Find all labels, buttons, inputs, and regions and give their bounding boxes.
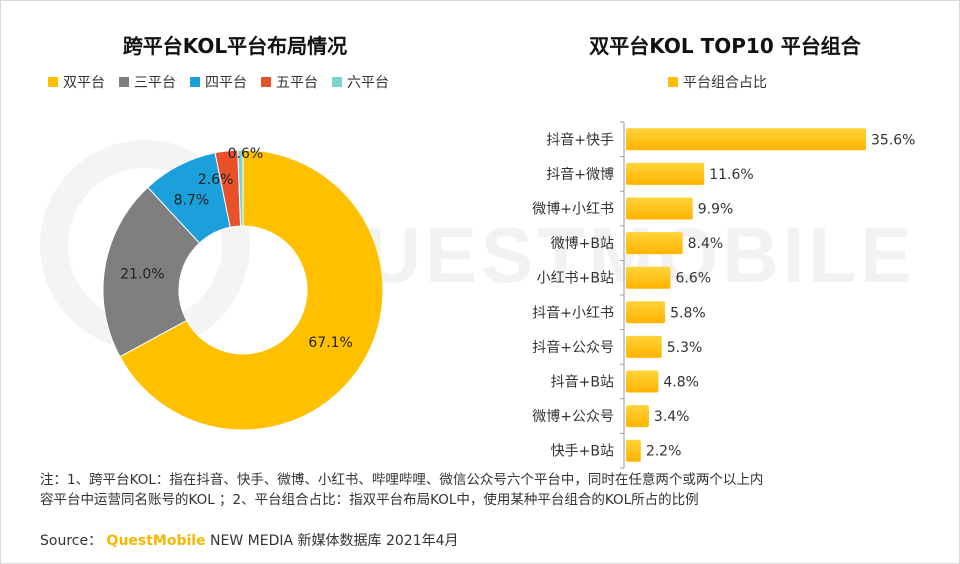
donut-legend-item: 六平台 bbox=[332, 72, 389, 92]
bar-chart-title: 双平台KOL TOP10 平台组合 bbox=[589, 34, 861, 58]
legend-label: 平台组合占比 bbox=[683, 75, 767, 91]
y-tick-label: 微博+公众号 bbox=[532, 408, 614, 425]
footnote-line-1: 注：1、跨平台KOL：指在抖音、快手、微博、小红书、哔哩哔哩、微信公众号六个平台… bbox=[40, 472, 764, 488]
donut-slice bbox=[119, 149, 384, 431]
donut-chart-title: 跨平台KOL平台布局情况 bbox=[122, 34, 348, 58]
bar bbox=[626, 128, 866, 151]
bar bbox=[626, 301, 666, 324]
source-line: Source： QuestMobile NEW MEDIA 新媒体数据库 202… bbox=[40, 530, 459, 550]
legend-swatch bbox=[668, 77, 678, 87]
legend-swatch bbox=[48, 77, 58, 87]
bar-data-label: 11.6% bbox=[709, 167, 753, 183]
legend-label: 五平台 bbox=[276, 75, 318, 91]
legend-label: 三平台 bbox=[134, 75, 176, 91]
legend-label: 六平台 bbox=[347, 75, 389, 91]
bar-data-label: 5.8% bbox=[670, 305, 706, 321]
donut-data-label: 21.0% bbox=[120, 266, 164, 282]
y-tick-label: 抖音+B站 bbox=[551, 374, 614, 391]
bar bbox=[626, 335, 662, 358]
y-tick-label: 微博+B站 bbox=[551, 235, 614, 252]
bar-legend-item: 平台组合占比 bbox=[668, 72, 767, 92]
source-brand: QuestMobile bbox=[106, 533, 206, 549]
legend-swatch bbox=[119, 77, 129, 87]
donut-legend-item: 五平台 bbox=[261, 72, 318, 92]
bar-legend: 平台组合占比 bbox=[668, 72, 767, 92]
bar bbox=[626, 162, 705, 185]
donut-data-label: 0.6% bbox=[228, 146, 264, 162]
legend-swatch bbox=[332, 77, 342, 87]
footnote-line-2: 容平台中运营同名账号的KOL ；2、平台组合占比：指双平台布局KOL中，使用某种… bbox=[40, 492, 699, 508]
bar-data-label: 6.6% bbox=[675, 271, 711, 287]
bar-data-label: 3.4% bbox=[654, 409, 690, 425]
y-tick-label: 小红书+B站 bbox=[537, 271, 614, 287]
bar bbox=[626, 197, 693, 220]
legend-label: 双平台 bbox=[63, 75, 105, 91]
y-tick-label: 抖音+公众号 bbox=[532, 339, 614, 356]
donut-legend: 双平台 三平台 四平台 五平台 六平台 bbox=[48, 72, 389, 92]
bar bbox=[626, 405, 649, 428]
donut-legend-item: 四平台 bbox=[190, 72, 247, 92]
y-tick-label: 抖音+微博 bbox=[546, 166, 614, 183]
donut-data-label: 8.7% bbox=[174, 192, 210, 208]
source-suffix: NEW MEDIA 新媒体数据库 2021年4月 bbox=[205, 533, 459, 549]
bar bbox=[626, 266, 671, 289]
y-tick-label: 微博+小红书 bbox=[532, 201, 614, 218]
donut-slice bbox=[237, 149, 244, 227]
y-tick-label: 抖音+小红书 bbox=[532, 304, 614, 321]
y-tick-label: 快手+B站 bbox=[551, 444, 614, 460]
donut-data-label: 67.1% bbox=[308, 335, 352, 351]
legend-label: 四平台 bbox=[205, 75, 247, 91]
bar-data-label: 2.2% bbox=[646, 444, 682, 460]
donut-data-label: 2.6% bbox=[198, 172, 234, 188]
bar bbox=[626, 370, 659, 393]
footnote: 注：1、跨平台KOL：指在抖音、快手、微博、小红书、哔哩哔哩、微信公众号六个平台… bbox=[40, 470, 920, 510]
bar bbox=[626, 232, 683, 255]
source-prefix: Source： bbox=[40, 533, 107, 549]
donut-legend-item: 双平台 bbox=[48, 72, 105, 92]
legend-swatch bbox=[261, 77, 271, 87]
bar-data-label: 4.8% bbox=[663, 375, 699, 391]
donut-legend-item: 三平台 bbox=[119, 72, 176, 92]
bar-data-label: 35.6% bbox=[871, 132, 915, 148]
legend-swatch bbox=[190, 77, 200, 87]
watermark-text: QUESTMOBILE bbox=[300, 211, 917, 299]
y-tick-label: 抖音+快手 bbox=[546, 131, 614, 148]
bar bbox=[626, 439, 641, 462]
bar-data-label: 8.4% bbox=[688, 236, 724, 252]
bar-data-label: 9.9% bbox=[698, 202, 734, 218]
donut-slice bbox=[102, 186, 201, 358]
bar-data-label: 5.3% bbox=[667, 340, 703, 356]
